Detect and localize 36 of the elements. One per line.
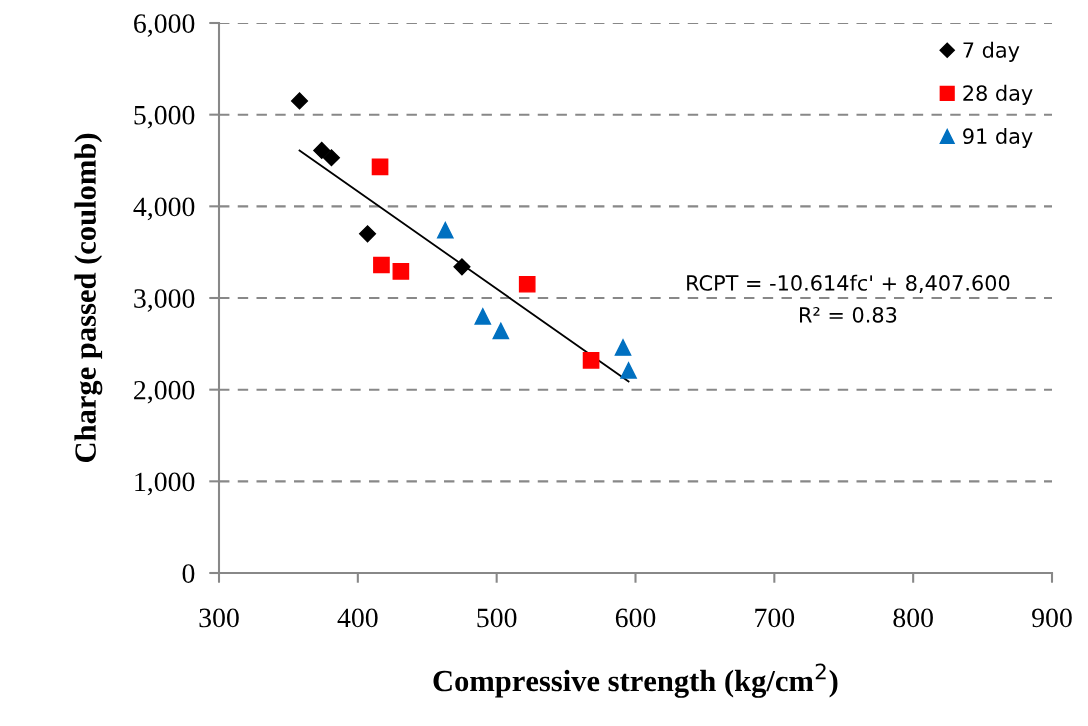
point <box>614 339 632 356</box>
annotation: RCPT = -10.614fc' + 8,407.600 <box>687 274 1010 293</box>
x-axis-title: Compressive strength (kg/cm$^{2}$) <box>433 663 838 698</box>
point <box>358 225 377 243</box>
x-tick-label: 400 <box>337 608 378 628</box>
point <box>322 149 341 167</box>
y-axis-title: Charge passed (coulomb) <box>74 133 103 463</box>
point <box>313 141 331 159</box>
x-tick-label: 600 <box>615 608 656 628</box>
point <box>436 221 454 239</box>
y-tick-label: 3,000 <box>134 289 195 312</box>
legend-label: 28 day <box>963 84 1033 105</box>
y-tick-label: 1,000 <box>135 472 195 496</box>
point <box>620 362 637 379</box>
point <box>474 307 492 325</box>
point <box>392 263 410 280</box>
x-tick-label: 700 <box>755 608 795 628</box>
legend-label: 91 day <box>963 127 1033 149</box>
annotation: R² = 0.83 <box>800 306 897 323</box>
x-tick-label: 800 <box>893 608 933 628</box>
point <box>492 322 510 340</box>
x-tick-label: 900 <box>1032 608 1072 628</box>
y-tick-label: 2,000 <box>134 380 195 404</box>
point <box>582 351 600 369</box>
y-tick-label: 5,000 <box>134 105 195 129</box>
y-tick-label: 0 <box>182 564 195 583</box>
point <box>518 275 536 293</box>
point <box>290 92 309 110</box>
x-tick-label: 500 <box>477 608 517 628</box>
y-tick-label: 4,000 <box>133 197 195 221</box>
point <box>453 258 471 276</box>
point <box>373 256 390 274</box>
y-tick-label: 6,000 <box>134 14 195 37</box>
legend-label: 7 day <box>963 41 1020 62</box>
x-tick-label: 300 <box>199 608 239 628</box>
point <box>371 158 389 176</box>
